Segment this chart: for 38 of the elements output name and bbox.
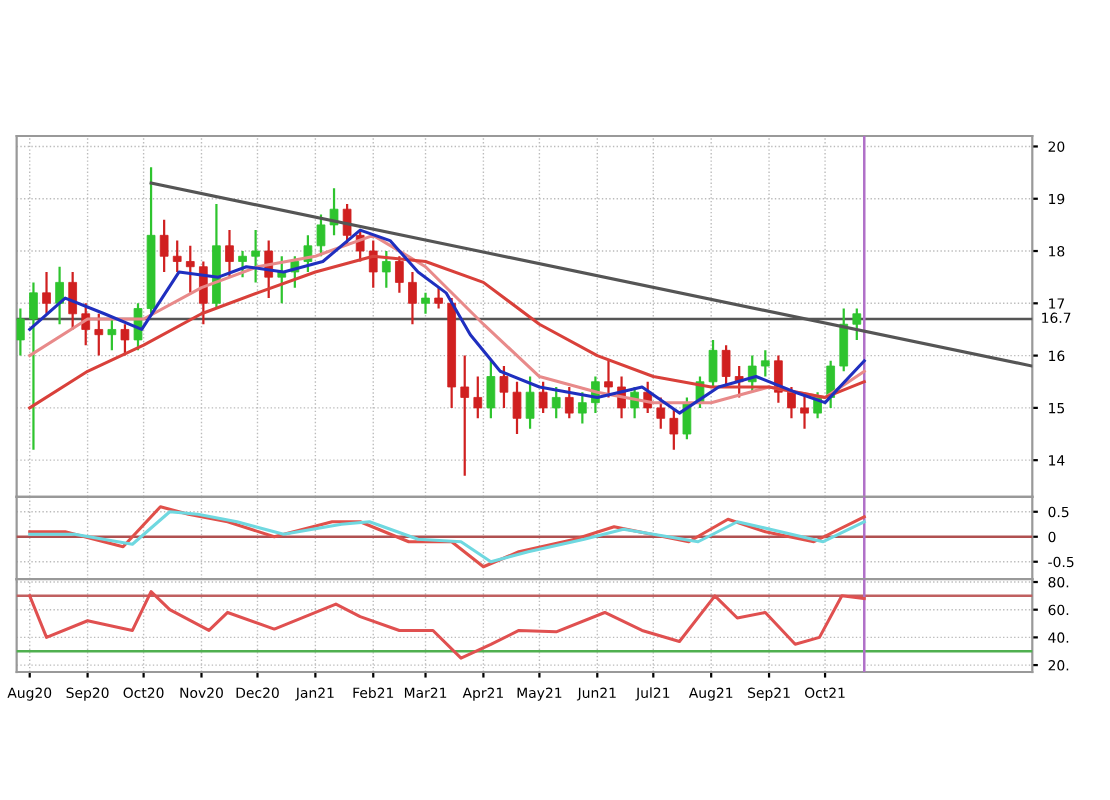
candlestick	[525, 375, 535, 430]
candlestick	[434, 286, 443, 310]
candlestick	[55, 265, 64, 326]
candlestick	[486, 359, 496, 420]
candlestick	[42, 270, 51, 315]
candlestick	[68, 270, 77, 331]
candlestick	[460, 354, 470, 477]
candlestick	[852, 307, 862, 342]
candlestick	[787, 385, 796, 420]
candlestick	[120, 323, 130, 357]
candlestick	[29, 281, 38, 451]
candlestick	[107, 317, 117, 352]
candlestick	[800, 391, 809, 430]
candlestick	[16, 307, 25, 357]
candlestick	[172, 239, 182, 274]
candlestick	[421, 291, 430, 315]
candlestick	[538, 380, 548, 415]
candlestick	[578, 391, 587, 425]
candlestick	[251, 229, 260, 284]
candlestick	[604, 359, 613, 399]
candlestick	[408, 270, 417, 326]
candlestick	[473, 375, 483, 420]
candlestick	[551, 385, 561, 420]
candlestick	[839, 307, 849, 373]
line-series	[28, 590, 866, 660]
candlestick	[721, 344, 731, 389]
candlestick	[238, 249, 247, 279]
candlestick	[656, 396, 666, 430]
candlestick	[185, 244, 195, 294]
candlestick	[225, 229, 234, 279]
candlestick	[760, 349, 770, 378]
candlestick	[395, 255, 404, 294]
candlestick	[159, 218, 169, 274]
candlestick	[669, 406, 679, 451]
candlestick	[368, 239, 378, 289]
candlestick	[381, 249, 391, 289]
candlestick	[94, 312, 104, 357]
candlestick	[564, 385, 574, 420]
